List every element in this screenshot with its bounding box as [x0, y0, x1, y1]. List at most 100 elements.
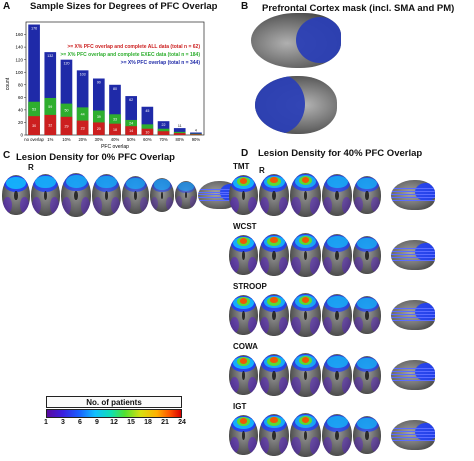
- panel-c-letter: C: [3, 150, 11, 161]
- task-label-tmt: TMT: [233, 162, 250, 171]
- colorbar-tick-label: 21: [161, 419, 169, 426]
- x-tick-label: 20%: [78, 137, 87, 142]
- axial-brain-slice: [229, 295, 258, 335]
- colorbar-tick-label: 1: [44, 419, 48, 426]
- sagittal-brain-slice: [391, 300, 435, 330]
- slice-position-line: [391, 371, 435, 373]
- task-slice-row: [229, 173, 435, 217]
- sagittal-brain-slice: [391, 240, 435, 270]
- y-axis-label: count: [5, 77, 11, 90]
- bar-value-label: 24: [129, 122, 133, 126]
- slice-position-line: [391, 431, 435, 433]
- bar-value-label: 44: [81, 112, 85, 116]
- slice-position-line: [391, 437, 435, 439]
- slice-position-line: [198, 200, 238, 202]
- slice-position-line: [391, 188, 435, 190]
- task-label-igt: IGT: [233, 402, 247, 411]
- bar-value-label: 20: [97, 127, 101, 131]
- colorbar-title-box: No. of patients: [46, 396, 182, 408]
- bar-pfc-0: [28, 24, 40, 136]
- task-slice-row: [229, 233, 435, 277]
- legend-entry-exec: >= X% PFC overlap and complete EXEC data…: [60, 52, 200, 58]
- colorbar-gradient: [46, 409, 182, 418]
- panel-d-title: Lesion Density for 40% PFC Overlap: [258, 148, 423, 159]
- axial-brain-slice: [290, 413, 321, 457]
- colorbar-tick-label: 18: [144, 419, 152, 426]
- axial-brain-slice: [150, 178, 174, 212]
- panel-d-letter: D: [241, 148, 249, 159]
- bar-value-label: 10: [145, 130, 149, 134]
- task-slice-row: [229, 413, 435, 457]
- slice-position-line: [391, 194, 435, 196]
- axial-brain-slice: [259, 294, 289, 336]
- bar-pfc-6: [125, 96, 138, 135]
- panel-c-title: Lesion Density for 0% PFC Overlap: [16, 152, 175, 163]
- bar-all-0: [28, 116, 40, 135]
- x-tick-label: 40%: [111, 137, 120, 142]
- slice-position-line: [391, 248, 435, 250]
- slice-position-line: [391, 368, 435, 370]
- axial-brain-slice: [229, 355, 258, 395]
- legend-entry-pfc: >= X% PFC overlap (total n = 344): [121, 60, 201, 66]
- bar-value-label: 176: [31, 27, 37, 31]
- bar-all-1: [44, 114, 57, 135]
- bar-all-6: [125, 126, 138, 135]
- x-tick-label: 80%: [176, 137, 185, 142]
- panel-d-r-label: R: [259, 166, 265, 175]
- bar-value-label: 22: [162, 123, 166, 127]
- slice-position-line: [391, 257, 435, 259]
- bar-value-label: 103: [80, 72, 86, 76]
- axial-brain-slice: [259, 174, 289, 216]
- axial-brain-slice: [322, 414, 352, 456]
- axial-brain-slice: [61, 173, 91, 217]
- bar-all-10: [190, 134, 202, 135]
- sagittal-brain-slice: [391, 180, 435, 210]
- lesion-density-row-0pct: [2, 171, 238, 219]
- colorbar-ticks: 1 3 6 9 12 15 18 21 24: [44, 419, 186, 429]
- axial-brain-slice: [290, 173, 321, 217]
- bar-value-label: 33: [113, 117, 117, 121]
- bar-pfc-8: [157, 121, 170, 135]
- colorbar-tick-label: 24: [178, 419, 186, 426]
- sagittal-brain-slice: [391, 420, 435, 450]
- bar-pfc-1: [44, 52, 57, 136]
- bar-pfc-5: [109, 84, 121, 135]
- bar-value-label: 23: [81, 126, 85, 130]
- slice-position-line: [391, 308, 435, 310]
- slice-position-line: [391, 374, 435, 376]
- bar-all-3: [76, 120, 89, 135]
- slice-position-line: [391, 380, 435, 382]
- axial-brain-slice: [290, 233, 321, 277]
- task-label-wcst: WCST: [233, 222, 257, 231]
- x-tick-label: 70%: [159, 137, 168, 142]
- y-tick-label: 60: [18, 95, 24, 100]
- slice-position-line: [198, 188, 238, 190]
- task-label-cowa: COWA: [233, 342, 258, 351]
- slice-position-line: [391, 254, 435, 256]
- slice-position-line: [391, 260, 435, 262]
- axial-brain-slice: [229, 175, 258, 215]
- bar-value-label: 39: [97, 115, 101, 119]
- slice-position-line: [391, 377, 435, 379]
- bar-value-label: 62: [129, 98, 133, 102]
- bar-all-8: [157, 131, 170, 135]
- x-tick-label: 1%: [47, 137, 53, 142]
- bar-all-9: [173, 133, 186, 135]
- bar-all-7: [141, 128, 154, 135]
- slice-position-line: [391, 428, 435, 430]
- x-tick-label: 90%: [192, 137, 201, 142]
- slice-position-line: [391, 317, 435, 319]
- axial-brain-slice: [259, 234, 289, 276]
- sagittal-brain-slice: [391, 360, 435, 390]
- bar-pfc-4: [92, 78, 105, 135]
- slice-position-line: [391, 434, 435, 436]
- task-slice-row: [229, 293, 435, 337]
- axial-brain-slice: [290, 353, 321, 397]
- bar-all-4: [92, 122, 105, 135]
- panel-a-letter: A: [3, 1, 11, 12]
- bar-value-label: 53: [32, 107, 36, 111]
- bar-value-label: 14: [129, 129, 133, 133]
- lesion-density-rows-40pct: TMT WCST STROOP COWA IGT: [226, 157, 474, 457]
- slice-position-line: [198, 197, 238, 199]
- legend-entry-all: >= X% PFC overlap and complete ALL data …: [67, 44, 200, 50]
